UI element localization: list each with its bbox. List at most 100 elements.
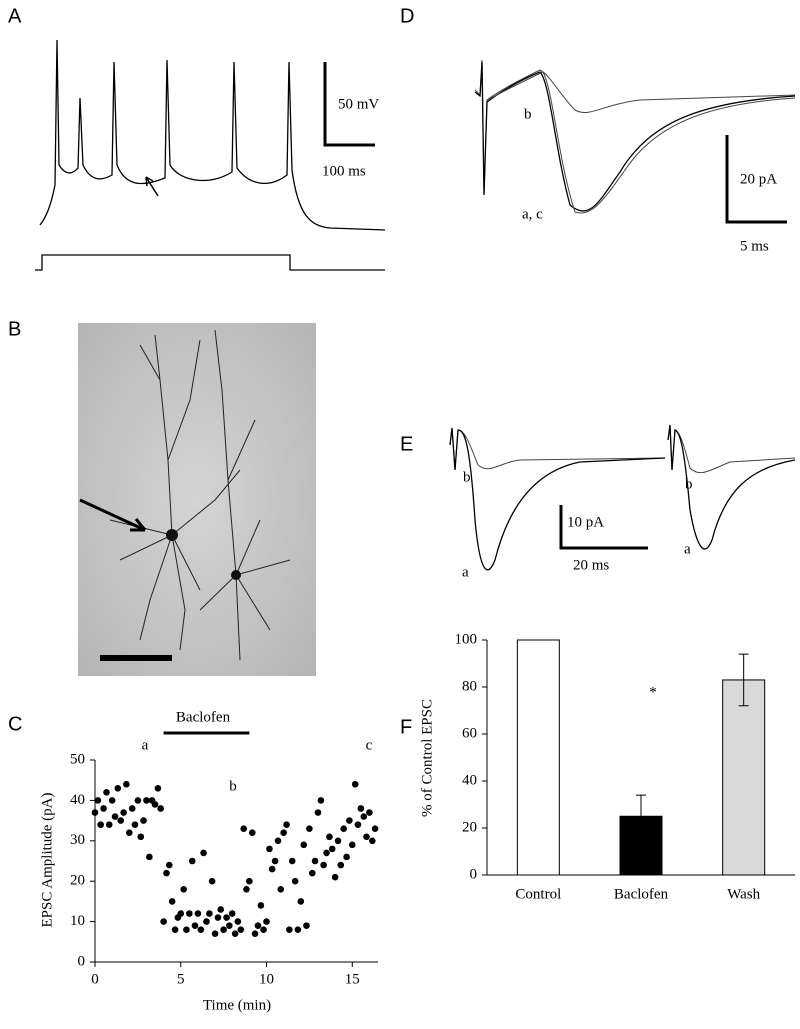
panel-label: D: [400, 5, 414, 27]
scale-bar: [725, 135, 787, 224]
data-point: [277, 885, 285, 893]
scale-label: 5 ms: [740, 238, 769, 254]
scale-label: 50 mV: [338, 96, 379, 112]
y-axis-label: % of Control EPSC: [419, 699, 435, 817]
data-point: [114, 784, 122, 792]
data-point: [346, 817, 353, 824]
annotation: c: [366, 737, 373, 753]
micrograph: [78, 323, 316, 676]
data-point: [203, 918, 210, 925]
data-point: [309, 869, 316, 877]
y-tick-label: 80: [462, 678, 477, 694]
annotation: a: [142, 737, 149, 753]
data-point: [311, 857, 319, 865]
error-bar: [636, 794, 646, 838]
data-point: [120, 809, 127, 816]
data-point: [220, 926, 227, 933]
arrow: [145, 176, 159, 197]
y-axis-label: EPSC Amplitude (pA): [39, 792, 55, 927]
data-point: [326, 833, 333, 841]
data-point: [126, 829, 133, 837]
data-point: [363, 833, 370, 841]
data-point: [137, 833, 145, 841]
current-trace: [486, 71, 796, 214]
stimulus-step: [35, 254, 385, 271]
data-point: [323, 849, 330, 857]
data-point: [243, 885, 250, 893]
x-axis-label: Time (min): [203, 997, 271, 1013]
data-point: [160, 918, 167, 925]
trace-label: b: [524, 106, 532, 122]
data-point: [163, 869, 170, 877]
data-point: [206, 910, 213, 917]
y-tick-label: 40: [70, 792, 85, 808]
data-point: [268, 865, 276, 873]
trace-label: a: [462, 564, 469, 580]
data-point: [123, 780, 130, 788]
x-tick-label: 10: [259, 971, 274, 987]
data-point: [231, 930, 239, 938]
data-point: [260, 926, 267, 933]
data-point: [343, 853, 350, 861]
data-point: [146, 853, 153, 861]
panel-label: C: [8, 713, 22, 735]
data-point: [334, 837, 342, 845]
data-point: [306, 825, 313, 832]
data-point: [348, 841, 356, 849]
data-point: [194, 910, 202, 917]
data-point: [357, 805, 365, 812]
panel-label: B: [8, 318, 21, 340]
data-point: [266, 845, 273, 853]
data-point: [314, 809, 322, 816]
data-point: [248, 829, 256, 837]
y-tick-label: 20: [70, 873, 85, 889]
data-point: [291, 877, 299, 885]
data-point: [360, 813, 368, 820]
x-tick-label: Baclofen: [614, 886, 669, 902]
scale-label: 20 ms: [573, 557, 609, 573]
data-point: [197, 926, 205, 933]
bar: [722, 679, 766, 876]
x-tick-label: 5: [177, 971, 185, 987]
data-point: [317, 797, 325, 804]
data-point: [100, 805, 107, 812]
current-trace: [667, 424, 796, 550]
data-point: [180, 885, 187, 893]
data-point: [328, 845, 336, 853]
voltage-trace: [39, 39, 386, 231]
y-tick-label: 50: [70, 751, 85, 767]
data-point: [208, 877, 216, 885]
data-point: [108, 797, 116, 804]
data-point: [303, 922, 310, 929]
data-point: [254, 922, 262, 929]
soma: [231, 570, 241, 580]
data-point: [143, 797, 150, 804]
annotation: b: [229, 778, 237, 794]
data-point: [223, 914, 230, 921]
data-point: [366, 809, 373, 816]
y-tick-label: 0: [78, 953, 86, 969]
y-tick-label: 60: [462, 725, 477, 741]
data-point: [237, 926, 245, 933]
trace-label: b: [463, 469, 471, 485]
data-point: [131, 821, 139, 828]
trace-label: a, c: [522, 206, 543, 222]
data-point: [103, 789, 110, 796]
data-point: [183, 926, 190, 933]
data-point: [191, 922, 199, 929]
panel-label: E: [400, 433, 413, 455]
data-point: [94, 797, 102, 804]
data-point: [286, 926, 293, 933]
x-tick-label: Wash: [727, 886, 760, 902]
data-point: [274, 837, 282, 845]
data-point: [283, 821, 290, 828]
data-point: [97, 821, 104, 828]
trace-label: b: [685, 476, 693, 492]
data-point: [280, 829, 287, 837]
x-tick-label: 15: [345, 971, 360, 987]
data-point: [188, 857, 196, 865]
panel-label: A: [8, 5, 22, 27]
y-tick-label: 10: [70, 913, 85, 929]
data-point: [297, 898, 305, 905]
